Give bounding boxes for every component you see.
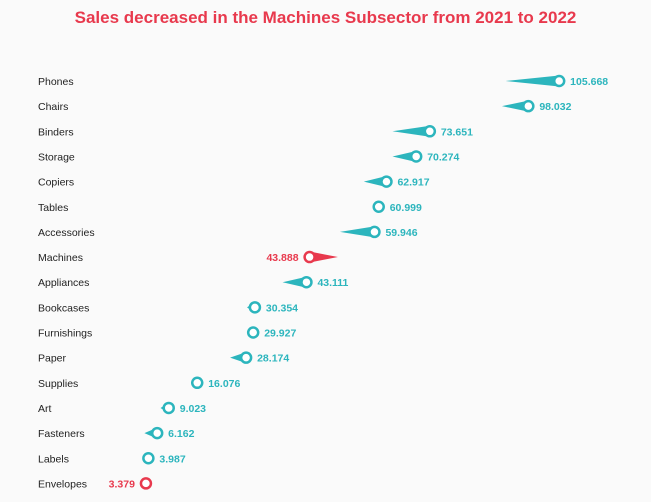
change-wedge-chairs [501, 100, 529, 112]
value-label-art: 9.023 [180, 403, 206, 415]
category-label-appliances: Appliances [38, 277, 89, 289]
category-label-binders: Binders [38, 126, 74, 138]
change-wedge-copiers [363, 176, 387, 188]
category-label-paper: Paper [38, 353, 67, 365]
value-marker-chairs [522, 99, 535, 113]
category-label-tables: Tables [38, 202, 68, 214]
category-label-storage: Storage [38, 151, 75, 163]
value-marker-supplies [190, 376, 204, 390]
value-label-binders: 73.651 [441, 126, 473, 138]
value-label-phones: 105.668 [570, 76, 608, 88]
value-label-chairs: 98.032 [539, 101, 571, 113]
value-label-fasteners: 6.162 [168, 428, 194, 440]
value-label-paper: 28.174 [257, 353, 289, 365]
category-label-accessories: Accessories [38, 227, 95, 239]
category-label-labels: Labels [38, 453, 69, 465]
value-label-envelopes: 3.379 [109, 478, 135, 490]
change-wedge-storage [392, 150, 417, 162]
change-wedge-phones [505, 75, 560, 87]
category-label-machines: Machines [38, 252, 83, 264]
value-marker-binders [423, 125, 437, 138]
change-wedge-machines [309, 251, 338, 263]
value-marker-fasteners [150, 426, 164, 440]
value-label-appliances: 43.111 [317, 277, 348, 289]
value-label-machines: 43.888 [266, 252, 298, 264]
category-label-bookcases: Bookcases [38, 302, 89, 314]
value-marker-paper [239, 351, 253, 364]
change-wedge-accessories [339, 226, 375, 238]
value-marker-furnishings [246, 326, 260, 339]
category-label-copiers: Copiers [38, 177, 74, 189]
value-marker-machines [303, 250, 316, 264]
chart-title: Sales decreased in the Machines Subsecto… [74, 8, 577, 27]
category-label-envelopes: Envelopes [38, 478, 87, 490]
category-label-fasteners: Fasteners [38, 428, 85, 440]
value-marker-bookcases [248, 301, 262, 314]
value-marker-phones [552, 74, 566, 88]
value-label-storage: 70.274 [427, 151, 459, 163]
value-label-furnishings: 29.927 [264, 328, 296, 340]
category-label-art: Art [38, 403, 52, 415]
value-label-bookcases: 30.354 [266, 302, 298, 314]
value-label-tables: 60.999 [390, 202, 422, 214]
value-marker-art [162, 401, 175, 415]
value-marker-accessories [368, 225, 381, 239]
value-marker-copiers [380, 175, 393, 188]
value-marker-envelopes [139, 477, 153, 490]
value-label-accessories: 59.946 [385, 227, 417, 239]
category-label-furnishings: Furnishings [38, 328, 92, 340]
change-wedge-appliances [282, 276, 307, 288]
category-label-supplies: Supplies [38, 378, 78, 390]
value-marker-appliances [300, 275, 313, 289]
value-label-supplies: 16.076 [208, 378, 240, 390]
category-label-phones: Phones [38, 76, 74, 88]
category-label-chairs: Chairs [38, 101, 68, 113]
value-marker-tables [372, 200, 385, 213]
value-label-copiers: 62.917 [397, 177, 429, 189]
value-label-labels: 3.987 [159, 453, 185, 465]
value-marker-labels [142, 452, 155, 465]
change-wedge-binders [392, 125, 430, 137]
value-marker-storage [409, 150, 423, 163]
